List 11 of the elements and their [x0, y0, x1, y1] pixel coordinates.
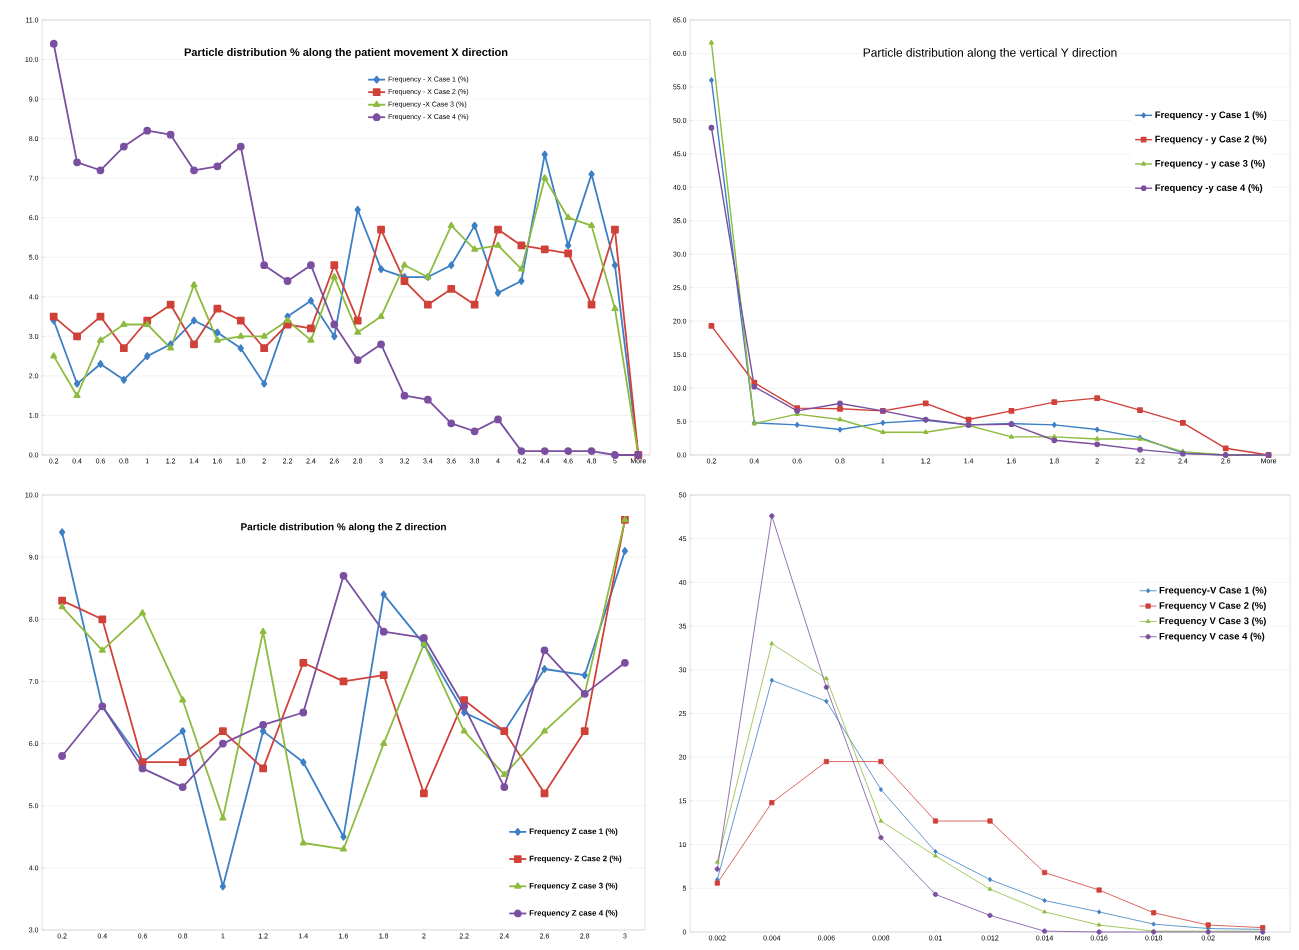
legend-label: Frequency -y case 4 (%): [1155, 184, 1263, 193]
legend-label: Frequency V case 4 (%): [1159, 632, 1265, 642]
text: Particle distribution % along the patient movement X direction: [184, 47, 508, 59]
legend-label: Frequency - y Case 2 (%): [1155, 135, 1267, 145]
legend-label: Frequency V Case 2 (%): [1159, 601, 1266, 611]
text: Particle distribution along the vertical Y direction: [863, 47, 1117, 60]
legend-label: Frequency V Case 3 (%): [1159, 617, 1266, 627]
text: Particle distribution % along the Z direction: [241, 523, 446, 533]
legend-label: Frequency-V Case 1 (%): [1159, 586, 1267, 596]
legend-label: Frequency - y Case 1 (%): [1155, 111, 1267, 120]
legend-label: Frequency - y case 3 (%): [1155, 159, 1265, 169]
